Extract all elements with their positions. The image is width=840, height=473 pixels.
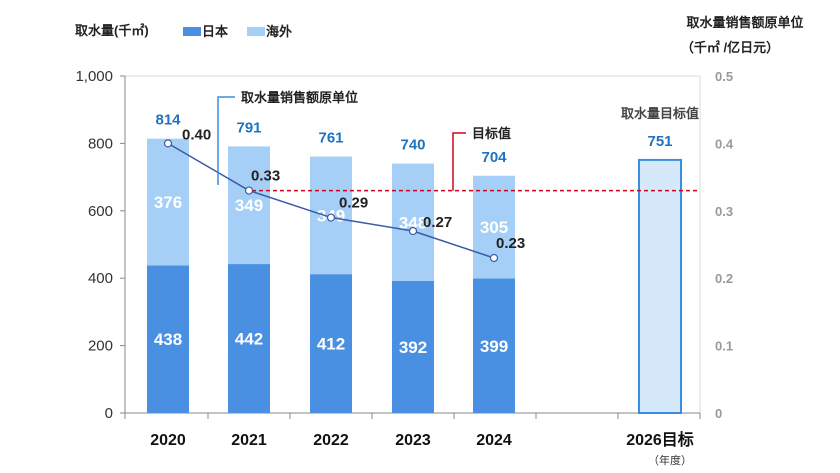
bar-label-overseas: 305 xyxy=(480,218,508,237)
y-tick-label: 600 xyxy=(88,203,113,220)
intensity-label: 0.33 xyxy=(251,168,280,185)
legend-swatch-japan xyxy=(183,27,201,36)
bar-label-overseas: 348 xyxy=(399,213,427,232)
bar-label-overseas: 376 xyxy=(154,193,182,212)
x-tick-label: 2023 xyxy=(395,432,431,449)
bar-japan xyxy=(228,264,270,413)
y-tick-label: 800 xyxy=(88,135,113,152)
y2-tick-label: 0.2 xyxy=(715,271,733,286)
intensity-label: 0.29 xyxy=(339,195,368,212)
x-axis-unit: （年度） xyxy=(648,453,692,467)
intensity-label: 0.27 xyxy=(423,214,452,231)
bar-label-japan: 412 xyxy=(317,335,345,354)
y2-tick-label: 0.3 xyxy=(715,204,733,219)
y-tick-label: 400 xyxy=(88,270,113,287)
y-tick-label: 0 xyxy=(105,405,113,422)
x-tick-label-target: 2026目标 xyxy=(626,431,694,449)
intensity-label: 0.40 xyxy=(182,126,211,143)
bar-target xyxy=(638,158,682,414)
bar-japan xyxy=(473,278,515,413)
bar-label-japan: 392 xyxy=(399,338,427,357)
intensity-point xyxy=(489,253,499,263)
x-tick-label: 2022 xyxy=(313,432,349,449)
intensity-callout xyxy=(217,96,235,185)
total-label: 704 xyxy=(481,149,507,166)
intensity-label: 0.23 xyxy=(496,235,525,252)
target-line-label: 目标值 xyxy=(472,126,511,141)
intensity-point xyxy=(163,139,173,148)
y2-tick-label: 0.1 xyxy=(715,339,733,354)
y-tick-label: 200 xyxy=(88,338,113,355)
bar-label-overseas: 349 xyxy=(235,196,263,215)
y2-axis-title: 取水量销售额原单位 xyxy=(686,15,803,30)
x-tick-label: 2021 xyxy=(231,432,267,449)
bar-japan xyxy=(147,265,189,413)
bar-japan xyxy=(392,280,434,413)
total-label: 814 xyxy=(155,112,181,129)
y2-tick-label: 0.4 xyxy=(715,136,734,151)
legend-swatch-overseas xyxy=(247,27,265,36)
total-label: 740 xyxy=(400,137,425,154)
legend-label-overseas: 海外 xyxy=(266,24,292,39)
target-value-label: 751 xyxy=(647,133,672,150)
bar-label-japan: 399 xyxy=(480,337,508,356)
total-label: 761 xyxy=(318,130,343,147)
y2-tick-label: 0.5 xyxy=(715,69,733,84)
y2-tick-label: 0 xyxy=(715,406,722,421)
intensity-point xyxy=(326,213,336,222)
bar-overseas xyxy=(228,146,270,265)
target-line-callout xyxy=(452,132,466,191)
bar-label-japan: 438 xyxy=(154,330,182,349)
x-tick-label: 2020 xyxy=(150,432,186,449)
legend-label-japan: 日本 xyxy=(202,24,228,39)
intensity-series-label: 取水量销售额原单位 xyxy=(241,90,358,105)
total-label: 791 xyxy=(236,119,261,136)
x-tick-label: 2024 xyxy=(476,432,512,449)
bar-japan xyxy=(310,274,352,413)
target-bar-title: 取水量目标值 xyxy=(621,106,699,121)
bar-label-japan: 442 xyxy=(235,330,263,349)
bar-overseas xyxy=(392,163,434,281)
intensity-point xyxy=(408,226,418,236)
y-axis-title: 取水量(千㎡) xyxy=(75,23,149,38)
y-tick-label: 1,000 xyxy=(75,68,113,85)
y2-axis-unit: （千㎡ /亿日元） xyxy=(681,40,779,55)
intensity-point xyxy=(244,186,254,195)
bar-overseas xyxy=(147,138,189,266)
